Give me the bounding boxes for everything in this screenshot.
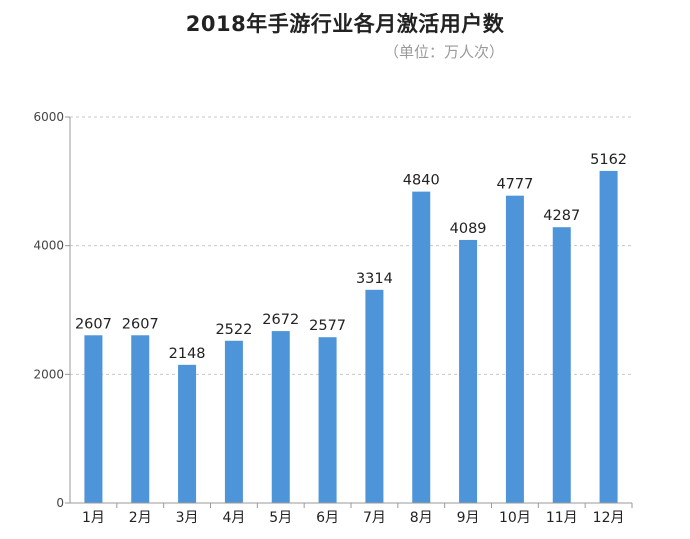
x-tick-label: 11月	[546, 510, 578, 526]
x-tick-label: 6月	[316, 510, 339, 526]
data-label: 3314	[356, 271, 393, 287]
labels: 0 2000 4000 6000 2607 1月 2607 2月 2148 3月 2522 4月 267…	[33, 110, 627, 526]
x-tick-label: 9月	[457, 510, 480, 526]
y-tick-label: 2000	[33, 367, 64, 381]
bar	[178, 364, 197, 503]
chart-unit-note: （单位：万人次）	[384, 43, 505, 61]
y-tick-label: 0	[56, 496, 64, 510]
bar	[599, 170, 618, 504]
data-label: 2607	[122, 316, 159, 332]
data-label: 4089	[450, 221, 487, 237]
x-tick-label: 10月	[499, 510, 531, 526]
bar	[459, 239, 478, 504]
data-label: 2672	[262, 312, 299, 328]
bar	[412, 191, 431, 504]
bar	[84, 335, 103, 503]
bar	[365, 289, 384, 503]
data-label: 2577	[309, 318, 346, 334]
x-tick-label: 4月	[222, 510, 245, 526]
x-tick-label: 3月	[176, 510, 199, 526]
data-label: 4777	[496, 177, 533, 193]
chart-title: 2018年手游行业各月激活用户数	[185, 12, 505, 36]
x-tick-label: 5月	[269, 510, 292, 526]
bar	[552, 227, 571, 503]
data-label: 2607	[75, 316, 112, 332]
x-tick-label: 12月	[593, 510, 625, 526]
y-tick-label: 6000	[33, 110, 64, 124]
data-label: 2522	[215, 322, 252, 338]
data-label: 5162	[590, 152, 627, 168]
bar	[131, 335, 150, 503]
bar	[318, 337, 337, 503]
x-tick-label: 7月	[363, 510, 386, 526]
data-label: 4840	[403, 173, 440, 189]
bar	[505, 195, 524, 503]
bars	[84, 170, 618, 504]
x-tick-label: 1月	[82, 510, 105, 526]
x-tick-label: 8月	[410, 510, 433, 526]
y-tick-label: 4000	[33, 239, 64, 253]
axes	[65, 116, 633, 508]
data-label: 4287	[543, 208, 580, 224]
bar	[224, 340, 243, 503]
bar	[271, 331, 290, 503]
x-tick-label: 2月	[129, 510, 152, 526]
data-label: 2148	[169, 346, 206, 362]
gridlines	[70, 116, 632, 375]
